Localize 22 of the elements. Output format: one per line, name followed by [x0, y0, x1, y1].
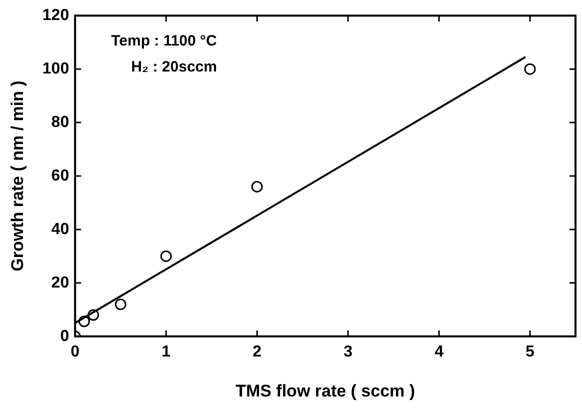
y-tick-label: 120 — [42, 7, 70, 24]
y-tick-label: 20 — [51, 274, 70, 292]
point — [160, 250, 172, 262]
point — [114, 298, 126, 310]
x-tick-label: 2 — [252, 343, 262, 360]
point — [524, 63, 536, 75]
point — [251, 180, 263, 192]
point — [78, 316, 90, 328]
annotation: H₂ : 20sccm — [131, 58, 217, 76]
y-axis-title: Growth rate ( nm / min ) — [8, 80, 27, 272]
y-tick-label: 0 — [60, 328, 70, 345]
x-tick-label: 4 — [434, 343, 444, 360]
x-tick-label: 1 — [162, 343, 171, 360]
x-axis-title: TMS flow rate ( sccm ) — [236, 381, 416, 400]
y-tick-label: 40 — [51, 220, 70, 238]
annotation: Temp : 1100 °C — [111, 32, 218, 50]
y-tick-label: 60 — [51, 167, 70, 184]
x-tick-label: 3 — [344, 343, 353, 360]
point — [88, 309, 100, 321]
y-tick-label: 100 — [42, 60, 70, 78]
y-tick-label: 80 — [51, 114, 70, 131]
x-tick-label: 5 — [526, 343, 535, 360]
